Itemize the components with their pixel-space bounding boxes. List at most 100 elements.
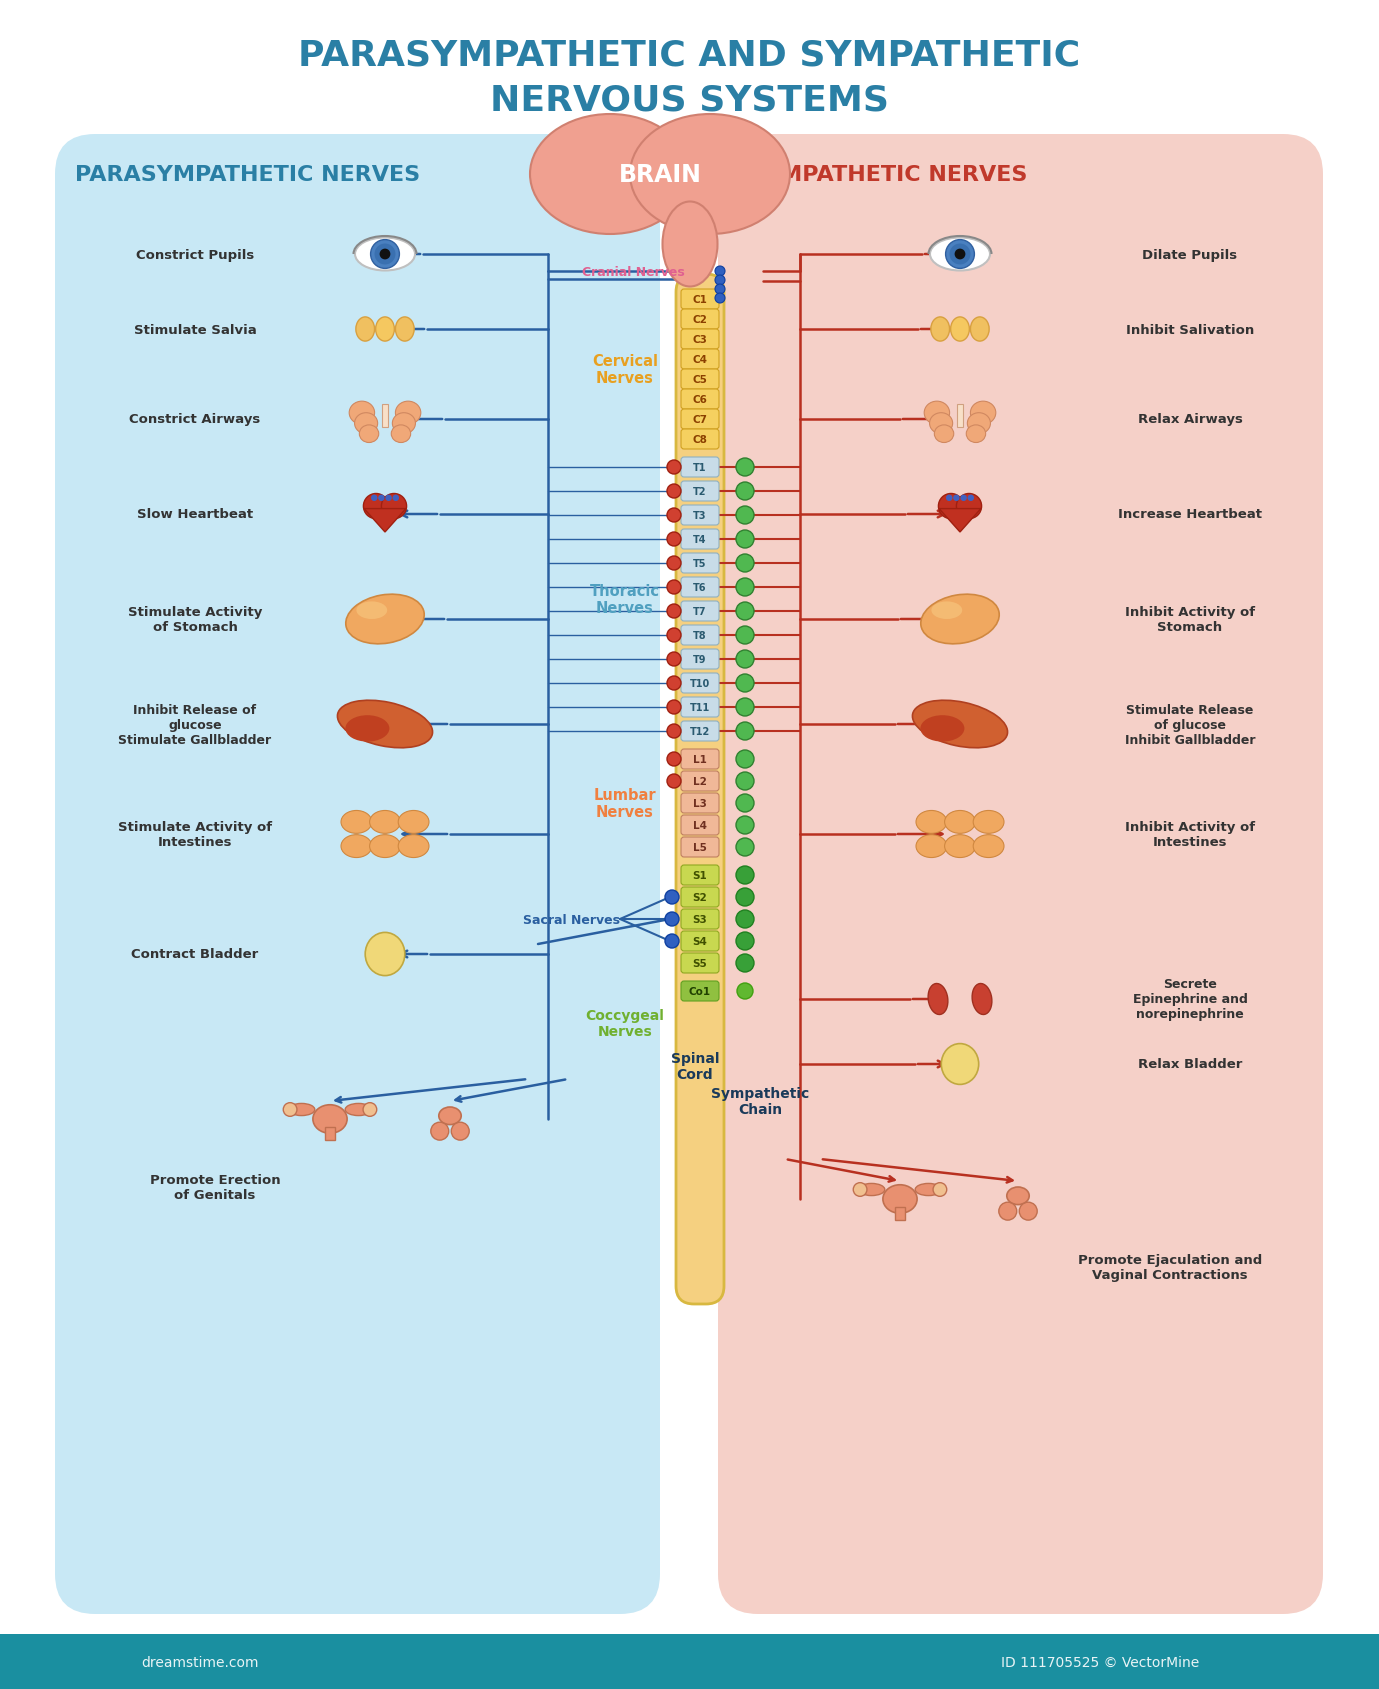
Text: PARASYMPATHETIC NERVES: PARASYMPATHETIC NERVES <box>74 166 421 184</box>
Text: L2: L2 <box>694 777 707 787</box>
FancyBboxPatch shape <box>681 601 718 622</box>
Text: T1: T1 <box>694 463 707 473</box>
Ellipse shape <box>931 318 950 341</box>
Text: T8: T8 <box>694 630 707 640</box>
Ellipse shape <box>1007 1187 1029 1204</box>
Circle shape <box>667 461 681 475</box>
Circle shape <box>954 250 965 260</box>
Circle shape <box>667 508 681 522</box>
Text: Promote Erection
of Genitals: Promote Erection of Genitals <box>150 1174 280 1201</box>
Text: Sympathetic
Chain: Sympathetic Chain <box>712 1086 809 1116</box>
Ellipse shape <box>935 426 954 443</box>
Text: Cervical
Nerves: Cervical Nerves <box>592 353 658 387</box>
Ellipse shape <box>662 203 717 287</box>
Ellipse shape <box>883 1186 917 1213</box>
Ellipse shape <box>929 238 990 272</box>
Ellipse shape <box>392 426 411 443</box>
Ellipse shape <box>942 1044 979 1084</box>
Bar <box>957 405 963 427</box>
FancyBboxPatch shape <box>681 554 718 574</box>
Text: Stimulate Release
of glucose
Inhibit Gallbladder: Stimulate Release of glucose Inhibit Gal… <box>1125 703 1255 747</box>
Circle shape <box>736 816 754 834</box>
Text: Stimulate Activity of
Intestines: Stimulate Activity of Intestines <box>119 821 272 848</box>
FancyBboxPatch shape <box>681 953 718 973</box>
Circle shape <box>714 267 725 277</box>
Bar <box>325 1127 335 1140</box>
Circle shape <box>667 725 681 738</box>
Ellipse shape <box>360 426 379 443</box>
Ellipse shape <box>974 811 1004 834</box>
Ellipse shape <box>967 414 990 434</box>
Circle shape <box>382 495 407 520</box>
FancyBboxPatch shape <box>676 275 724 1304</box>
Circle shape <box>736 723 754 740</box>
Text: Sacral Nerves: Sacral Nerves <box>523 914 621 926</box>
FancyBboxPatch shape <box>681 887 718 907</box>
FancyBboxPatch shape <box>681 291 718 309</box>
Circle shape <box>378 495 385 502</box>
Text: Constrict Pupils: Constrict Pupils <box>137 248 254 262</box>
Text: Inhibit Activity of
Stomach: Inhibit Activity of Stomach <box>1125 606 1255 633</box>
Circle shape <box>736 838 754 856</box>
Circle shape <box>938 495 964 520</box>
FancyBboxPatch shape <box>681 530 718 549</box>
Circle shape <box>736 983 753 1000</box>
Circle shape <box>283 1103 296 1116</box>
Ellipse shape <box>396 318 414 341</box>
Text: T3: T3 <box>694 510 707 520</box>
Bar <box>382 405 387 427</box>
Circle shape <box>363 1103 376 1116</box>
Ellipse shape <box>913 701 1008 748</box>
Text: L3: L3 <box>694 799 707 809</box>
Ellipse shape <box>439 1108 461 1125</box>
Circle shape <box>667 677 681 691</box>
Ellipse shape <box>341 811 372 834</box>
Text: Spinal
Cord: Spinal Cord <box>670 1051 720 1081</box>
Ellipse shape <box>916 811 947 834</box>
FancyBboxPatch shape <box>681 909 718 929</box>
Text: Inhibit Release of
glucose
Stimulate Gallbladder: Inhibit Release of glucose Stimulate Gal… <box>119 703 272 747</box>
Text: Thoracic
Nerves: Thoracic Nerves <box>590 583 661 616</box>
Ellipse shape <box>370 811 400 834</box>
Text: PARASYMPATHETIC AND SYMPATHETIC: PARASYMPATHETIC AND SYMPATHETIC <box>298 37 1080 73</box>
Text: Constrict Airways: Constrict Airways <box>130 414 261 426</box>
Text: T6: T6 <box>694 583 707 593</box>
FancyBboxPatch shape <box>681 309 718 329</box>
FancyBboxPatch shape <box>681 721 718 741</box>
Ellipse shape <box>356 318 375 341</box>
Circle shape <box>736 554 754 573</box>
Text: S3: S3 <box>692 914 707 924</box>
Circle shape <box>665 934 678 949</box>
Circle shape <box>950 245 971 265</box>
Circle shape <box>736 603 754 620</box>
Text: Stimulate Salvia: Stimulate Salvia <box>134 323 256 336</box>
Circle shape <box>736 483 754 500</box>
Ellipse shape <box>356 601 387 620</box>
Text: C1: C1 <box>692 296 707 304</box>
Circle shape <box>736 910 754 929</box>
Circle shape <box>393 495 399 502</box>
Bar <box>895 1208 905 1219</box>
Circle shape <box>736 750 754 768</box>
Text: T4: T4 <box>694 535 707 544</box>
Text: Slow Heartbeat: Slow Heartbeat <box>137 508 254 522</box>
Text: ID 111705525 © VectorMine: ID 111705525 © VectorMine <box>1001 1655 1200 1669</box>
Ellipse shape <box>950 318 969 341</box>
Circle shape <box>736 459 754 476</box>
Circle shape <box>957 495 982 520</box>
FancyBboxPatch shape <box>681 650 718 669</box>
Circle shape <box>667 485 681 498</box>
Circle shape <box>667 701 681 714</box>
Ellipse shape <box>375 318 394 341</box>
FancyBboxPatch shape <box>681 481 718 502</box>
Ellipse shape <box>974 834 1004 858</box>
Ellipse shape <box>630 115 790 235</box>
Circle shape <box>736 866 754 885</box>
Circle shape <box>371 495 378 502</box>
Ellipse shape <box>916 834 947 858</box>
Text: T2: T2 <box>694 486 707 497</box>
Circle shape <box>667 652 681 667</box>
Circle shape <box>375 245 396 265</box>
Text: C3: C3 <box>692 334 707 345</box>
Ellipse shape <box>345 1105 372 1116</box>
